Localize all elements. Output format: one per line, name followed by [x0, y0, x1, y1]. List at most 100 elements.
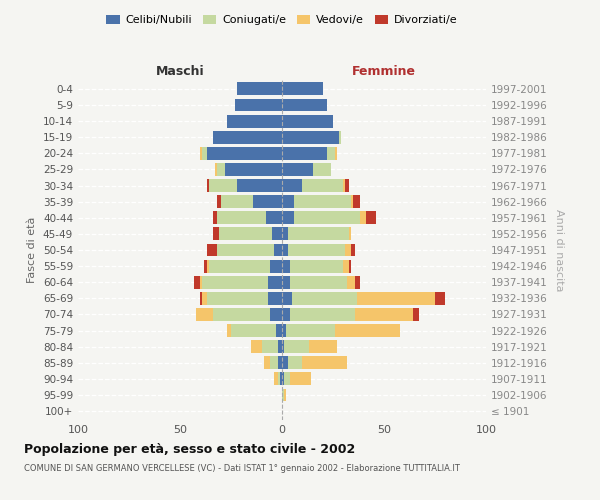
Bar — [335, 147, 337, 160]
Bar — [282, 356, 288, 369]
Bar — [235, 98, 282, 112]
Bar — [209, 179, 237, 192]
Bar — [200, 276, 202, 288]
Y-axis label: Fasce di età: Fasce di età — [28, 217, 37, 283]
Bar — [278, 356, 282, 369]
Bar — [212, 228, 219, 240]
Bar — [288, 356, 302, 369]
Bar — [268, 292, 282, 305]
Bar — [282, 179, 302, 192]
Bar — [365, 212, 376, 224]
Bar — [290, 260, 343, 272]
Bar — [282, 244, 288, 256]
Bar — [352, 244, 355, 256]
Bar — [282, 163, 313, 176]
Bar — [282, 388, 284, 402]
Bar — [237, 179, 282, 192]
Bar — [313, 163, 331, 176]
Bar — [270, 356, 278, 369]
Bar — [206, 244, 217, 256]
Bar — [202, 292, 206, 305]
Bar — [217, 163, 225, 176]
Bar — [272, 228, 282, 240]
Bar — [302, 356, 347, 369]
Bar — [227, 324, 231, 337]
Bar — [284, 372, 290, 386]
Bar — [413, 308, 419, 321]
Bar — [200, 292, 202, 305]
Bar — [276, 324, 282, 337]
Legend: Celibi/Nubili, Coniugati/e, Vedovi/e, Divorziati/e: Celibi/Nubili, Coniugati/e, Vedovi/e, Di… — [102, 10, 462, 30]
Bar — [209, 260, 270, 272]
Bar — [270, 308, 282, 321]
Bar — [282, 292, 292, 305]
Bar — [282, 147, 327, 160]
Bar — [352, 195, 353, 208]
Bar — [290, 372, 311, 386]
Text: Maschi: Maschi — [155, 64, 205, 78]
Bar — [282, 82, 323, 96]
Bar — [359, 212, 365, 224]
Y-axis label: Anni di nascita: Anni di nascita — [554, 208, 564, 291]
Bar — [206, 292, 268, 305]
Text: Popolazione per età, sesso e stato civile - 2002: Popolazione per età, sesso e stato civil… — [24, 442, 355, 456]
Bar — [294, 212, 359, 224]
Bar — [288, 228, 349, 240]
Bar — [282, 308, 290, 321]
Bar — [237, 82, 282, 96]
Bar — [294, 195, 352, 208]
Bar — [278, 372, 280, 386]
Bar — [349, 260, 352, 272]
Bar — [227, 114, 282, 128]
Bar — [343, 260, 349, 272]
Bar — [217, 195, 221, 208]
Bar — [263, 356, 270, 369]
Bar — [435, 292, 445, 305]
Bar — [284, 340, 308, 353]
Bar — [231, 324, 276, 337]
Bar — [194, 276, 200, 288]
Bar — [251, 340, 262, 353]
Text: COMUNE DI SAN GERMANO VERCELLESE (VC) - Dati ISTAT 1° gennaio 2002 - Elaborazion: COMUNE DI SAN GERMANO VERCELLESE (VC) - … — [24, 464, 460, 473]
Bar — [282, 131, 339, 143]
Bar — [290, 276, 347, 288]
Bar — [282, 114, 333, 128]
Bar — [253, 195, 282, 208]
Bar — [196, 308, 212, 321]
Bar — [282, 212, 294, 224]
Bar — [202, 147, 206, 160]
Text: Femmine: Femmine — [352, 64, 416, 78]
Bar — [266, 212, 282, 224]
Bar — [212, 308, 270, 321]
Bar — [202, 276, 268, 288]
Bar — [282, 228, 288, 240]
Bar — [290, 308, 355, 321]
Bar — [343, 179, 345, 192]
Bar — [225, 163, 282, 176]
Bar — [282, 324, 286, 337]
Bar — [349, 228, 352, 240]
Bar — [274, 372, 278, 386]
Bar — [327, 147, 335, 160]
Bar — [282, 372, 284, 386]
Bar — [217, 244, 274, 256]
Bar — [353, 195, 359, 208]
Bar — [355, 276, 359, 288]
Bar — [347, 276, 355, 288]
Bar — [268, 276, 282, 288]
Bar — [345, 244, 352, 256]
Bar — [217, 212, 266, 224]
Bar — [212, 131, 282, 143]
Bar — [292, 292, 358, 305]
Bar — [212, 212, 217, 224]
Bar — [284, 388, 286, 402]
Bar — [308, 340, 337, 353]
Bar — [274, 244, 282, 256]
Bar — [205, 260, 206, 272]
Bar — [206, 260, 209, 272]
Bar — [262, 340, 278, 353]
Bar — [302, 179, 343, 192]
Bar — [200, 147, 202, 160]
Bar — [219, 228, 272, 240]
Bar — [206, 147, 282, 160]
